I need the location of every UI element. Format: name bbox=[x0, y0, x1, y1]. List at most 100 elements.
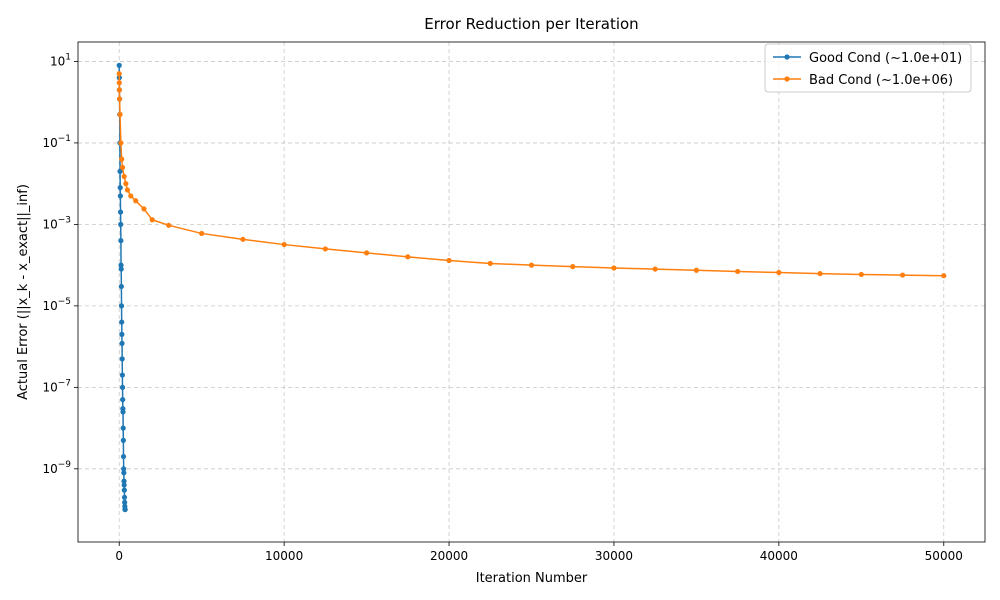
data-point bbox=[446, 257, 452, 264]
data-point bbox=[149, 217, 155, 223]
data-point bbox=[128, 193, 134, 199]
data-point bbox=[899, 272, 906, 278]
data-point bbox=[119, 372, 125, 378]
data-point bbox=[121, 173, 127, 180]
y-tick-exponent: −7 bbox=[58, 378, 71, 388]
data-point bbox=[117, 209, 124, 215]
data-point bbox=[693, 267, 700, 273]
data-point bbox=[121, 470, 127, 476]
ticks-layer: 0 10000 20000 30000 40000 5000010110−110−310−… bbox=[42, 52, 962, 563]
data-point bbox=[123, 181, 129, 187]
y-tick-base: 10 bbox=[42, 217, 57, 231]
data-point bbox=[117, 193, 123, 199]
grid-layer bbox=[78, 42, 985, 542]
legend-marker bbox=[784, 54, 790, 60]
data-point bbox=[118, 140, 124, 146]
x-tick-label: 10000 bbox=[265, 549, 303, 563]
data-point bbox=[121, 482, 127, 488]
data-point bbox=[118, 221, 124, 227]
y-tick-exponent: −3 bbox=[58, 215, 71, 225]
y-tick-base: 10 bbox=[42, 136, 57, 150]
data-point bbox=[363, 250, 370, 256]
y-tick-exponent: −9 bbox=[58, 460, 72, 470]
legend: Good Cond (~1.0e+01) Bad Cond (~1.0e+06) bbox=[764, 43, 972, 93]
y-tick-exponent: −1 bbox=[58, 134, 71, 144]
chart-title: Error Reduction per Iteration bbox=[424, 15, 638, 33]
plot-frame bbox=[77, 41, 986, 543]
y-tick-base: 10 bbox=[50, 54, 65, 68]
x-tick-label: 0 bbox=[115, 549, 123, 563]
data-point bbox=[118, 262, 124, 268]
series-1 bbox=[116, 62, 128, 513]
data-point bbox=[281, 241, 287, 248]
data-point bbox=[141, 206, 147, 212]
y-tick-exponent: 1 bbox=[65, 52, 71, 62]
data-point bbox=[119, 164, 126, 171]
data-point bbox=[570, 264, 576, 270]
legend-entry: Good Cond (~1.0e+01) bbox=[773, 51, 962, 66]
data-point bbox=[611, 265, 617, 271]
x-tick-label: 50000 bbox=[925, 549, 963, 563]
data-point bbox=[120, 397, 126, 403]
data-point bbox=[121, 487, 127, 493]
series-2 bbox=[116, 71, 947, 279]
y-tick-label: 101 bbox=[50, 52, 71, 68]
legend-marker bbox=[784, 76, 790, 82]
x-tick-label: 40000 bbox=[760, 549, 798, 563]
legend-label: Bad Cond (~1.0e+06) bbox=[809, 73, 953, 88]
y-tick-base: 10 bbox=[42, 462, 57, 476]
data-point bbox=[120, 425, 126, 431]
data-point bbox=[817, 270, 823, 277]
data-point bbox=[120, 453, 127, 460]
data-point bbox=[120, 437, 126, 443]
data-point bbox=[122, 506, 128, 513]
data-point bbox=[121, 478, 127, 484]
y-tick-label: 10−1 bbox=[42, 134, 71, 150]
data-point bbox=[118, 266, 124, 272]
data-point bbox=[199, 230, 205, 237]
data-point bbox=[487, 260, 493, 267]
x-tick-label: 20000 bbox=[430, 549, 468, 563]
data-point bbox=[118, 283, 124, 290]
data-point bbox=[116, 96, 123, 102]
data-point bbox=[119, 356, 125, 362]
y-axis-title: Actual Error (||x_k - x_exact||_inf) bbox=[16, 184, 31, 400]
series-line bbox=[118, 73, 944, 277]
y-tick-label: 10−3 bbox=[42, 215, 71, 231]
data-point bbox=[119, 340, 125, 346]
legend-entries: Good Cond (~1.0e+01) Bad Cond (~1.0e+06) bbox=[773, 51, 962, 88]
legend-label: Good Cond (~1.0e+01) bbox=[809, 51, 962, 66]
series-layer bbox=[116, 62, 947, 513]
data-point bbox=[117, 185, 123, 191]
data-point bbox=[528, 262, 535, 268]
y-tick-exponent: −5 bbox=[58, 297, 71, 307]
data-point bbox=[776, 269, 782, 276]
legend-box bbox=[764, 43, 972, 93]
data-point bbox=[133, 198, 139, 204]
data-point bbox=[116, 71, 122, 77]
data-point bbox=[118, 238, 124, 244]
data-point bbox=[166, 222, 172, 228]
data-point bbox=[122, 499, 128, 505]
data-point bbox=[119, 319, 125, 325]
data-point bbox=[118, 303, 125, 309]
data-point bbox=[405, 254, 411, 260]
data-point bbox=[124, 187, 131, 193]
y-tick-label: 10−9 bbox=[42, 460, 71, 476]
data-point bbox=[116, 62, 122, 68]
data-point bbox=[735, 268, 741, 275]
data-point bbox=[858, 271, 864, 278]
data-point bbox=[941, 273, 947, 279]
legend-entry: Bad Cond (~1.0e+06) bbox=[773, 73, 953, 88]
data-point bbox=[117, 111, 123, 118]
y-tick-base: 10 bbox=[42, 299, 57, 313]
data-point bbox=[120, 409, 126, 415]
data-point bbox=[119, 331, 125, 337]
data-point bbox=[121, 466, 127, 472]
data-point bbox=[117, 168, 123, 174]
y-tick-base: 10 bbox=[42, 380, 57, 394]
y-tick-label: 10−7 bbox=[42, 378, 71, 394]
x-axis-title: Iteration Number bbox=[476, 571, 588, 586]
